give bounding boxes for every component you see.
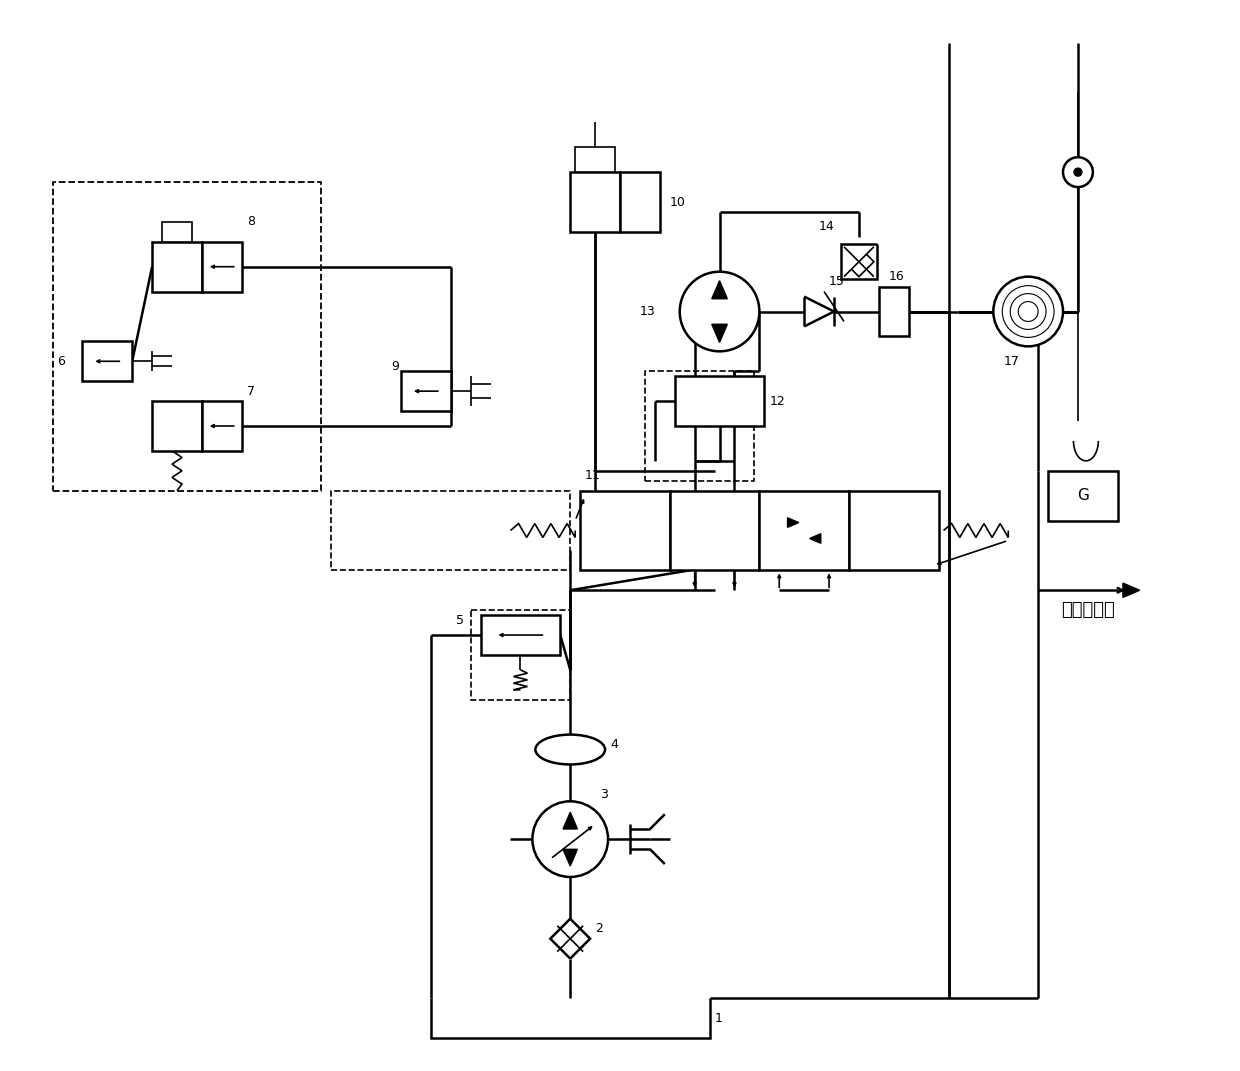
Text: 14: 14 — [820, 221, 835, 233]
Circle shape — [993, 276, 1063, 346]
Text: 16: 16 — [889, 270, 904, 283]
Circle shape — [532, 801, 608, 877]
Text: 13: 13 — [640, 305, 656, 318]
Text: 去其他回路: 去其他回路 — [1061, 601, 1115, 619]
Bar — [580, 491, 670, 571]
Text: 7: 7 — [247, 384, 254, 397]
Bar — [575, 147, 615, 172]
Polygon shape — [563, 849, 578, 866]
Bar — [153, 242, 202, 291]
Text: 11: 11 — [585, 469, 601, 482]
Bar — [481, 615, 560, 655]
Bar — [620, 172, 660, 231]
Bar — [675, 376, 764, 426]
Text: 2: 2 — [595, 922, 603, 935]
Text: 10: 10 — [670, 196, 686, 209]
Text: 15: 15 — [830, 275, 844, 288]
Polygon shape — [712, 281, 728, 299]
Text: 9: 9 — [391, 360, 399, 373]
Text: 1: 1 — [714, 1012, 723, 1025]
Text: 8: 8 — [247, 215, 254, 228]
Polygon shape — [787, 517, 799, 527]
Circle shape — [680, 272, 759, 351]
Text: 6: 6 — [57, 355, 66, 367]
Polygon shape — [563, 812, 578, 829]
Polygon shape — [712, 325, 728, 343]
Bar — [153, 402, 202, 451]
Circle shape — [1074, 168, 1083, 176]
Text: 17: 17 — [1003, 355, 1019, 367]
Text: G: G — [1078, 488, 1089, 503]
Bar — [162, 222, 192, 242]
Text: 3: 3 — [600, 788, 608, 801]
Bar — [879, 287, 909, 336]
Polygon shape — [810, 533, 821, 543]
Bar — [202, 242, 242, 291]
Polygon shape — [1123, 583, 1140, 598]
Bar — [1048, 471, 1117, 521]
Bar — [401, 372, 451, 411]
Text: 4: 4 — [610, 738, 618, 751]
Ellipse shape — [536, 735, 605, 765]
Bar — [759, 491, 849, 571]
Text: 12: 12 — [769, 394, 785, 408]
Bar — [82, 342, 133, 381]
Bar — [570, 172, 620, 231]
Bar — [670, 491, 759, 571]
Circle shape — [1063, 157, 1092, 187]
Bar — [202, 402, 242, 451]
Bar — [849, 491, 939, 571]
Text: 5: 5 — [456, 614, 464, 627]
